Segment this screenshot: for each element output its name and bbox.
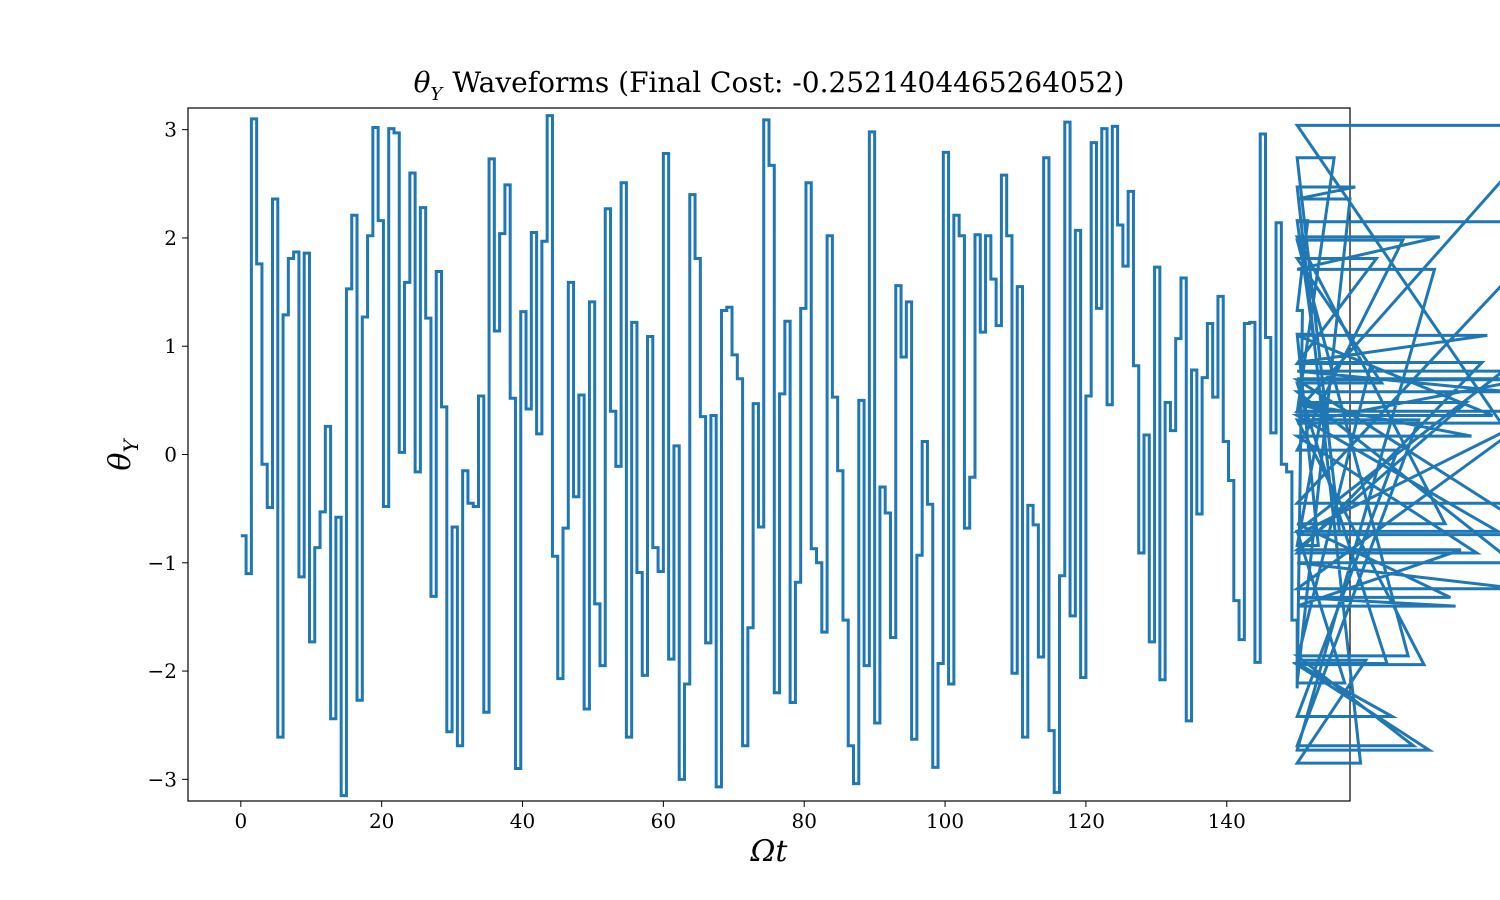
series-theta-y	[240, 114, 1500, 798]
y-tick-label: 2	[164, 226, 177, 250]
chart-title-subscript: Y	[430, 84, 444, 105]
x-tick-label: 120	[1067, 809, 1105, 833]
y-axis-label-symbol: θ	[103, 453, 138, 471]
x-tick-label: 0	[234, 809, 247, 833]
x-axis-ticks: 0 20 40 60 80 100 120 140	[234, 801, 1246, 833]
x-axis-label: Ωt	[750, 834, 789, 869]
y-tick-label: 1	[164, 334, 177, 358]
plot-area: 0 20 40 60 80 100 120 140 −3 −2 −1 0 1 2 3	[148, 107, 1500, 833]
y-tick-label: −3	[148, 767, 177, 791]
chart-title-symbol: θ	[414, 66, 431, 99]
x-tick-label: 60	[651, 809, 676, 833]
chart-title: θY Waveforms (Final Cost: -0.252140446526…	[414, 66, 1125, 105]
series-line	[240, 114, 1500, 798]
y-axis-ticks: −3 −2 −1 0 1 2 3	[148, 118, 188, 791]
x-tick-label: 20	[369, 809, 394, 833]
x-tick-label: 140	[1208, 809, 1246, 833]
y-tick-label: 3	[164, 118, 177, 142]
chart-title-text: Waveforms (Final Cost: -0.25214044652640…	[452, 66, 1124, 99]
y-axis-label: θY	[103, 438, 143, 471]
y-tick-label: −2	[148, 659, 177, 683]
x-tick-label: 100	[926, 809, 964, 833]
x-tick-label: 40	[510, 809, 535, 833]
y-tick-label: −1	[148, 551, 177, 575]
x-tick-label: 80	[791, 809, 816, 833]
y-axis-label-subscript: Y	[119, 438, 143, 453]
y-tick-label: 0	[164, 443, 177, 467]
